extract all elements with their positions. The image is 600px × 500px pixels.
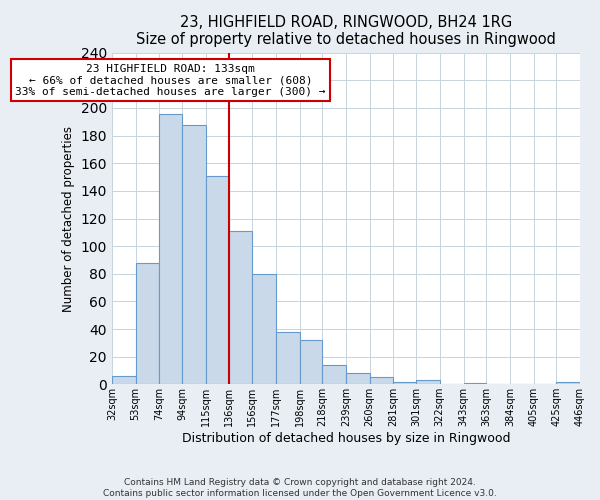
Bar — [136, 262, 160, 384]
X-axis label: Distribution of detached houses by size in Ringwood: Distribution of detached houses by size … — [182, 432, 510, 445]
Bar — [229, 231, 252, 384]
Text: 23 HIGHFIELD ROAD: 133sqm
← 66% of detached houses are smaller (608)
33% of semi: 23 HIGHFIELD ROAD: 133sqm ← 66% of detac… — [16, 64, 326, 97]
Bar — [322, 365, 346, 384]
Bar — [416, 380, 440, 384]
Bar — [299, 340, 322, 384]
Bar — [112, 376, 136, 384]
Text: Contains HM Land Registry data © Crown copyright and database right 2024.
Contai: Contains HM Land Registry data © Crown c… — [103, 478, 497, 498]
Bar — [556, 382, 580, 384]
Bar — [394, 382, 416, 384]
Bar — [252, 274, 276, 384]
Bar — [160, 114, 182, 384]
Bar — [276, 332, 299, 384]
Title: 23, HIGHFIELD ROAD, RINGWOOD, BH24 1RG
Size of property relative to detached hou: 23, HIGHFIELD ROAD, RINGWOOD, BH24 1RG S… — [136, 15, 556, 48]
Bar — [206, 176, 229, 384]
Bar — [464, 383, 486, 384]
Y-axis label: Number of detached properties: Number of detached properties — [62, 126, 75, 312]
Bar — [182, 124, 206, 384]
Bar — [370, 378, 394, 384]
Bar — [346, 373, 370, 384]
